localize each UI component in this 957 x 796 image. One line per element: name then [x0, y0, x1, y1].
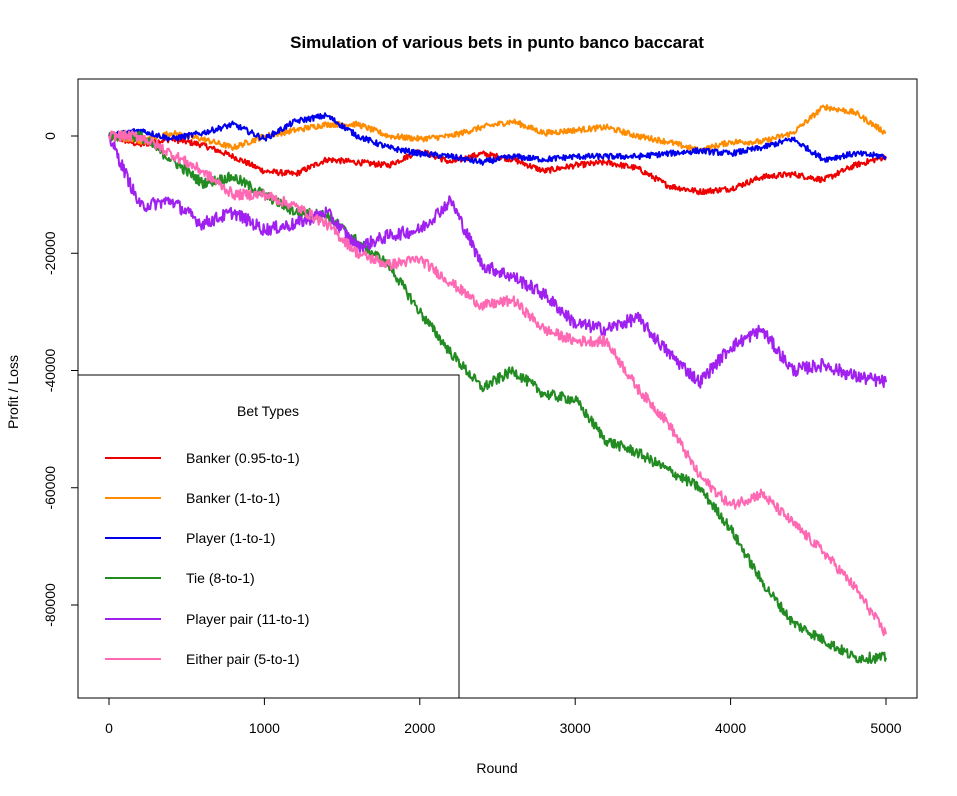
- legend-label: Player (1-to-1): [186, 530, 275, 546]
- legend-label: Banker (1-to-1): [186, 490, 280, 506]
- legend-box: [77, 374, 460, 699]
- series-line-4: [108, 134, 887, 389]
- x-axis-label: Round: [476, 760, 517, 776]
- y-axis: 0 -20000 -40000 -60000 -80000: [42, 132, 79, 627]
- legend-label: Either pair (5-to-1): [186, 651, 300, 667]
- x-tick-label: 5000: [870, 720, 901, 736]
- y-tick-label: -20000: [42, 231, 58, 275]
- chart-title: Simulation of various bets in punto banc…: [290, 33, 704, 52]
- x-tick-label: 2000: [404, 720, 435, 736]
- legend: Bet Types Banker (0.95-to-1) Banker (1-to…: [77, 374, 460, 699]
- legend-title: Bet Types: [237, 403, 299, 419]
- y-tick-label: -40000: [42, 348, 58, 392]
- x-tick-label: 3000: [560, 720, 591, 736]
- legend-entries: Banker (0.95-to-1) Banker (1-to-1) Player …: [105, 450, 309, 667]
- legend-label: Banker (0.95-to-1): [186, 450, 300, 466]
- y-tick-label: 0: [42, 132, 58, 140]
- series-layer: [108, 104, 887, 664]
- x-tick-label: 4000: [715, 720, 746, 736]
- series-line-5: [108, 129, 887, 637]
- series-line-1: [108, 104, 887, 155]
- x-tick-label: 1000: [249, 720, 280, 736]
- y-tick-label: -80000: [42, 583, 58, 627]
- legend-label: Tie (8-to-1): [186, 570, 255, 586]
- legend-label: Player pair (11-to-1): [186, 611, 309, 627]
- series-line-3: [108, 130, 887, 664]
- y-axis-label: Profit / Loss: [5, 355, 21, 429]
- x-tick-label: 0: [105, 720, 113, 736]
- series-line-2: [108, 112, 887, 166]
- y-tick-label: -60000: [42, 466, 58, 510]
